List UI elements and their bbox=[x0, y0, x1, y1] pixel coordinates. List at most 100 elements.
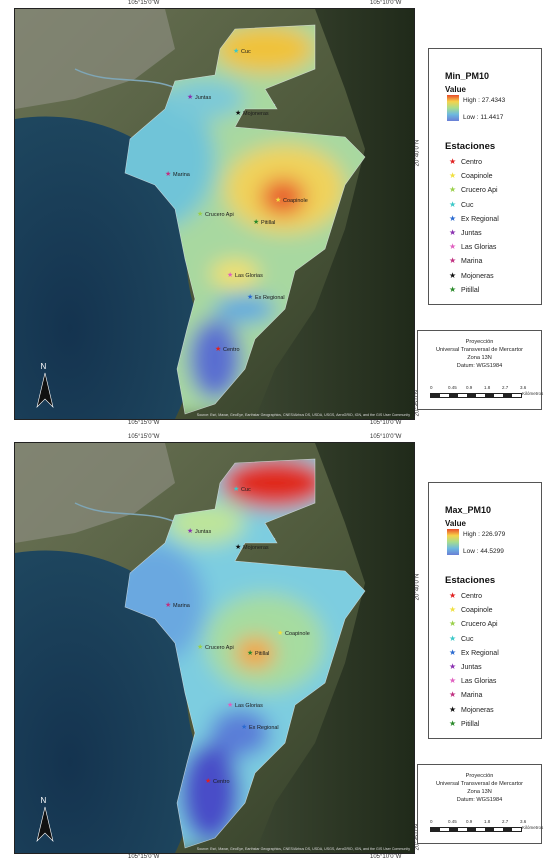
legend-station-juntas: ★ Juntas bbox=[449, 228, 482, 237]
legend-value-label: Value bbox=[445, 519, 466, 528]
station-label: Mojoneras bbox=[243, 545, 269, 551]
station-label: Pitillal bbox=[261, 220, 275, 226]
legend-station-ex-regional: ★ Ex Regional bbox=[449, 648, 499, 657]
station-marker-icon[interactable]: ★ bbox=[253, 218, 259, 226]
legend-station-label: Crucero Api bbox=[461, 621, 498, 629]
station-marker-icon[interactable]: ★ bbox=[247, 293, 253, 301]
scale-tick-label: 2.7 bbox=[502, 819, 509, 824]
station-label: Marina bbox=[173, 603, 191, 609]
station-marker-icon[interactable]: ★ bbox=[227, 701, 233, 709]
legend-station-label: Pitillal bbox=[461, 720, 480, 728]
svg-text:N: N bbox=[41, 796, 47, 805]
station-marker-icon[interactable]: ★ bbox=[233, 47, 239, 55]
station-marker-icon[interactable]: ★ bbox=[197, 210, 203, 218]
scale-unit: Kilómetros bbox=[522, 391, 544, 396]
map-canvas[interactable]: ★ Cuc★ Juntas★ Mojoneras★ Marina★ Coapinole★ C… bbox=[15, 9, 414, 419]
legend-station-label: Ex Regional bbox=[461, 215, 499, 223]
station-marker-icon[interactable]: ★ bbox=[275, 196, 281, 204]
legend-station-label: Cuc bbox=[461, 635, 474, 643]
scale-bar bbox=[430, 393, 522, 398]
star-icon: ★ bbox=[449, 647, 457, 657]
legend-station-las-glorias: ★ Las Glorias bbox=[449, 242, 496, 251]
station-label: Mojoneras bbox=[243, 111, 269, 117]
station-marker-icon[interactable]: ★ bbox=[233, 485, 239, 493]
station-marker-icon[interactable]: ★ bbox=[165, 170, 171, 178]
projection-line: Proyección bbox=[465, 339, 494, 345]
star-icon: ★ bbox=[449, 270, 457, 280]
attribution: Source: Esri, Maxar, GeoEye, Earthstar G… bbox=[196, 413, 410, 417]
station-marker-icon[interactable]: ★ bbox=[197, 643, 203, 651]
projection-line: Zona 13N bbox=[467, 355, 492, 361]
station-marker-icon[interactable]: ★ bbox=[227, 271, 233, 279]
map-canvas[interactable]: ★ Cuc★ Juntas★ Mojoneras★ Marina★ Coapinole★ C… bbox=[15, 443, 414, 853]
station-label: Ex Regional bbox=[249, 725, 279, 731]
star-icon: ★ bbox=[449, 256, 457, 266]
legend-station-label: Coapinole bbox=[461, 607, 493, 615]
projection-box: Proyección Universal Transversal de Merc… bbox=[417, 764, 543, 844]
projection-line: Datum: WGS1984 bbox=[456, 363, 503, 369]
legend-station-pitillal: ★ Pitillal bbox=[449, 719, 479, 728]
coord-label: 105°15'0"W bbox=[128, 420, 160, 426]
color-ramp bbox=[447, 95, 459, 121]
station-marker-icon[interactable]: ★ bbox=[235, 109, 241, 117]
legend-station-coapinole: ★ Coapinole bbox=[449, 171, 493, 180]
scale-tick-label: 0 bbox=[430, 385, 433, 390]
coord-label: 105°15'0"W bbox=[128, 434, 160, 440]
station-label: Las Glorias bbox=[235, 273, 263, 279]
station-marker-icon[interactable]: ★ bbox=[247, 649, 253, 657]
legend-box: Min_PM10 Value High : 27.4343 Low : 11.4… bbox=[428, 48, 542, 305]
star-icon: ★ bbox=[449, 242, 457, 252]
color-ramp bbox=[447, 529, 459, 555]
station-marker-icon[interactable]: ★ bbox=[277, 629, 283, 637]
station-marker-icon[interactable]: ★ bbox=[235, 543, 241, 551]
coord-label: 105°10'0"W bbox=[370, 854, 402, 860]
station-label: Juntas bbox=[195, 95, 211, 101]
scale-tick-label: 0.45 bbox=[448, 385, 457, 390]
legend-low: Low : 44.5299 bbox=[463, 548, 504, 555]
scale-tick-label: 0.9 bbox=[466, 819, 473, 824]
station-label: Cuc bbox=[241, 49, 251, 55]
station-marker-icon[interactable]: ★ bbox=[241, 723, 247, 731]
legend-station-las-glorias: ★ Las Glorias bbox=[449, 676, 496, 685]
star-icon: ★ bbox=[449, 605, 457, 615]
legend-station-marina: ★ Marina bbox=[449, 256, 482, 265]
legend-station-cuc: ★ Cuc bbox=[449, 634, 473, 643]
scale-tick-label: 0 bbox=[430, 819, 433, 824]
legend-low: Low : 11.4417 bbox=[463, 114, 504, 121]
legend-station-label: Crucero Api bbox=[461, 187, 498, 195]
north-arrow-icon: N bbox=[36, 362, 54, 408]
coord-label: 105°10'0"W bbox=[370, 0, 402, 6]
station-label: Cuc bbox=[241, 487, 251, 493]
legend-station-centro: ★ Centro bbox=[449, 157, 482, 166]
star-icon: ★ bbox=[449, 619, 457, 629]
star-icon: ★ bbox=[449, 591, 457, 600]
coord-label: 20°40'0"N bbox=[414, 573, 421, 601]
north-arrow-icon: N bbox=[36, 796, 54, 842]
legend-title: Max_PM10 bbox=[445, 505, 492, 515]
projection-line: Universal Transversal de Mercartor bbox=[435, 781, 524, 787]
star-icon: ★ bbox=[449, 690, 457, 700]
star-icon: ★ bbox=[449, 704, 457, 714]
stations-title: Estaciones bbox=[445, 575, 496, 586]
station-label: Marina bbox=[173, 172, 191, 178]
station-marker-icon[interactable]: ★ bbox=[215, 345, 221, 353]
scale-tick-label: 1.8 bbox=[484, 385, 491, 390]
legend-station-crucero-api: ★ Crucero Api bbox=[449, 185, 498, 194]
projection-box: Proyección Universal Transversal de Merc… bbox=[417, 330, 544, 410]
map-frame[interactable]: ★ Cuc ★ Juntas ★ Mojoneras ★ Marina ★ Coapinole ★ C… bbox=[14, 8, 415, 420]
legend-station-ex-regional: ★ Ex Regional bbox=[449, 214, 499, 223]
legend-high: High : 27.4343 bbox=[463, 97, 506, 104]
star-icon: ★ bbox=[449, 157, 457, 166]
station-marker-icon[interactable]: ★ bbox=[187, 527, 193, 535]
legend-high: High : 226.979 bbox=[463, 531, 506, 538]
star-icon: ★ bbox=[449, 633, 457, 643]
legend-station-mojoneras: ★ Mojoneras bbox=[449, 705, 494, 714]
map-frame[interactable]: ★ Cuc ★ Juntas ★ Mojoneras ★ Marina ★ Coapinole ★ C… bbox=[14, 442, 415, 854]
legend-station-label: Ex Regional bbox=[461, 649, 499, 657]
station-marker-icon[interactable]: ★ bbox=[165, 601, 171, 609]
legend-station-label: Marina bbox=[461, 258, 483, 266]
station-marker-icon[interactable]: ★ bbox=[187, 93, 193, 101]
station-marker-icon[interactable]: ★ bbox=[205, 777, 211, 785]
legend-station-pitillal: ★ Pitillal bbox=[449, 285, 479, 294]
legend-station-label: Las Glorias bbox=[461, 244, 497, 252]
